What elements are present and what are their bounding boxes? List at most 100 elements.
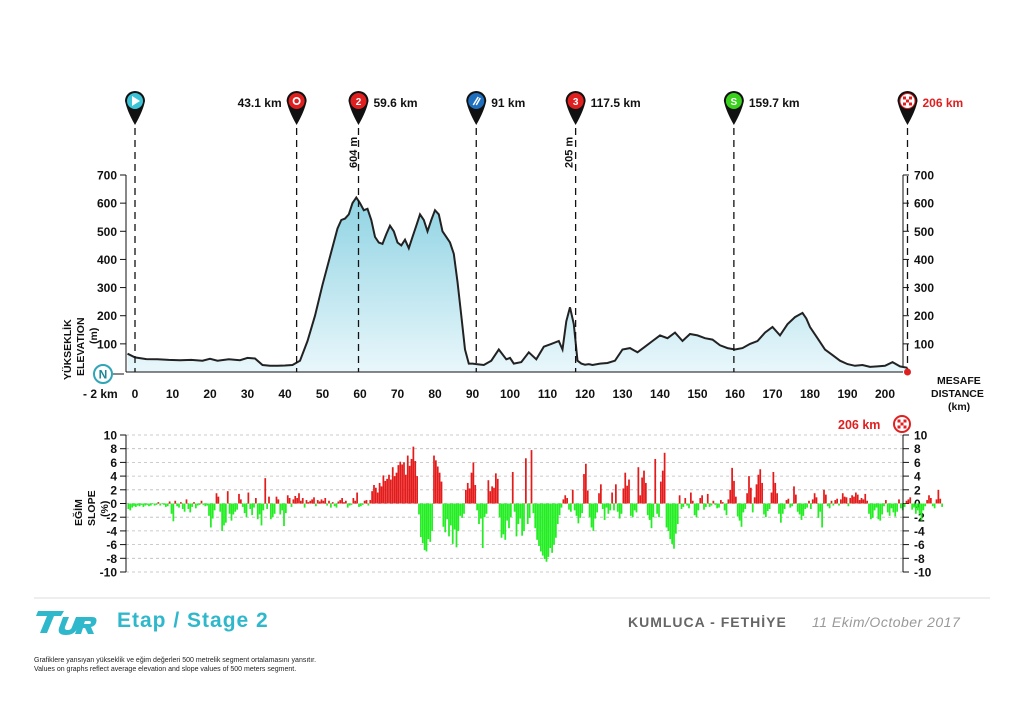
slope-bar: [890, 503, 893, 509]
elevation-y-tick-left: 100: [97, 337, 117, 351]
slope-bar: [465, 489, 467, 504]
slope-bar: [423, 503, 426, 551]
slope-bar: [498, 503, 501, 518]
slope-bar: [161, 503, 163, 505]
slope-bar: [206, 503, 208, 506]
slope-bar: [530, 450, 533, 504]
slope-bar: [247, 492, 250, 504]
slope-bar: [318, 501, 321, 504]
slope-bar: [855, 492, 857, 504]
slope-bar: [525, 458, 527, 504]
elevation-y-tick-left: 300: [97, 281, 117, 295]
slope-bar: [875, 503, 878, 508]
slope-bar: [915, 503, 917, 514]
slope-bar: [903, 503, 906, 507]
slope-bar: [894, 503, 897, 517]
slope-bar: [776, 493, 778, 504]
slope-bar: [410, 458, 413, 504]
slope-bar: [727, 499, 730, 504]
slope-bar: [313, 497, 315, 504]
slope-bar: [485, 503, 488, 514]
slope-bar: [211, 503, 214, 519]
slope-bar: [635, 503, 638, 513]
slope-bar: [601, 503, 604, 509]
slope-bar: [324, 498, 327, 504]
slope-bar: [840, 499, 842, 504]
slope-bar: [785, 500, 788, 504]
slope-bar: [350, 503, 353, 505]
slope-finish-flag-icon: [893, 415, 911, 433]
slope-bar: [341, 498, 343, 504]
slope-bar: [176, 503, 178, 507]
slope-bar: [307, 502, 310, 504]
slope-bar: [605, 503, 608, 508]
elevation-x-tick: 200: [875, 387, 895, 401]
slope-bar: [150, 503, 152, 506]
slope-bar: [766, 503, 769, 512]
slope-y-tick-right: 8: [914, 442, 921, 456]
slope-bar: [795, 494, 797, 504]
slope-bar: [669, 503, 672, 540]
slope-bar: [444, 503, 447, 533]
slope-bar: [798, 503, 801, 515]
slope-bar: [759, 469, 762, 504]
marker-distance-label: 43.1 km: [238, 96, 282, 110]
slope-bar: [916, 503, 919, 511]
slope-bar: [870, 503, 872, 520]
slope-bar: [348, 503, 351, 506]
slope-bar: [510, 503, 512, 518]
slope-bar: [138, 503, 141, 507]
slope-bar: [907, 499, 910, 504]
slope-bar: [710, 503, 713, 506]
slope-bar: [748, 476, 750, 504]
slope-bar: [328, 500, 330, 504]
slope-bar: [789, 503, 792, 508]
slope-bar: [277, 499, 280, 504]
slope-bar: [236, 503, 238, 510]
slope-bar: [472, 462, 475, 504]
slope-bar: [866, 500, 868, 504]
slope-bar: [208, 503, 210, 516]
slope-bar: [189, 503, 192, 513]
slope-bar: [566, 498, 568, 504]
slope-bar: [204, 503, 207, 507]
slope-bar: [129, 503, 132, 511]
slope-bar: [333, 503, 336, 507]
slope-bar: [457, 503, 460, 531]
feed-zone-icon: [286, 91, 307, 125]
slope-bar: [856, 494, 859, 504]
elevation-y-tick-right: 400: [914, 253, 934, 267]
slope-bar: [682, 503, 685, 507]
slope-bar: [519, 503, 522, 519]
slope-bar: [810, 503, 812, 509]
slope-bar: [838, 503, 840, 506]
slope-bar: [633, 503, 636, 511]
elevation-x-tick: 90: [466, 387, 480, 401]
slope-bar: [783, 503, 786, 509]
slope-bar: [733, 480, 735, 504]
slope-bar: [371, 491, 373, 504]
flag-check: [903, 96, 906, 100]
slope-bar: [151, 503, 154, 505]
slope-bar: [223, 503, 225, 526]
slope-bar: [701, 495, 703, 504]
slope-bar: [463, 503, 465, 514]
elevation-x-tick: 80: [428, 387, 442, 401]
slope-bar: [187, 503, 190, 509]
slope-bar: [283, 503, 285, 527]
slope-bar: [174, 500, 177, 504]
slope-bar: [879, 503, 882, 521]
slope-bar: [421, 503, 424, 544]
slope-bar: [808, 500, 810, 504]
slope-bar: [474, 485, 477, 504]
slope-bar: [191, 503, 193, 507]
slope-bar: [305, 500, 308, 504]
slope-y-tick-right: 2: [914, 483, 921, 497]
slope-bar: [195, 503, 197, 509]
slope-bar: [442, 503, 445, 527]
slope-bar: [661, 470, 664, 504]
slope-bar: [249, 503, 252, 509]
elevation-x-tick: 160: [725, 387, 745, 401]
slope-bar: [286, 495, 289, 504]
slope-bar: [928, 495, 930, 504]
